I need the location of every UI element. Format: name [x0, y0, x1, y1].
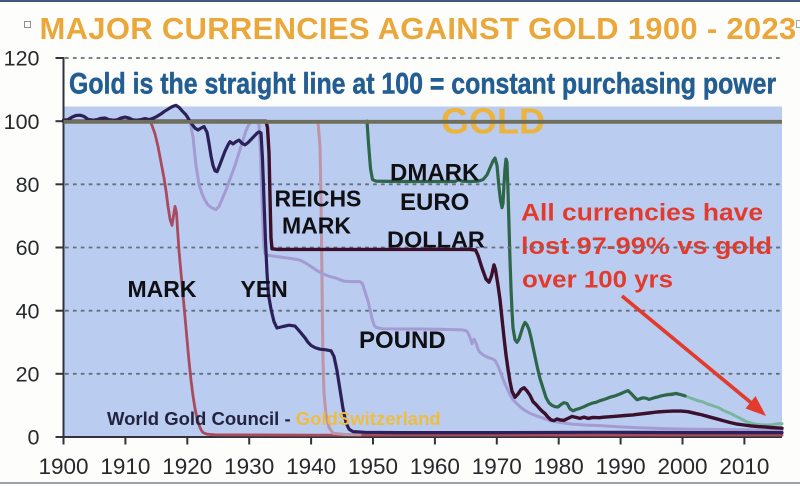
- svg-text:20: 20: [16, 362, 40, 386]
- svg-text:Gold is the straight line at 1: Gold is the straight line at 100 = const…: [69, 66, 776, 100]
- svg-text:1980: 1980: [534, 454, 584, 479]
- svg-text:POUND: POUND: [359, 327, 446, 354]
- svg-text:EURO: EURO: [400, 189, 469, 216]
- svg-text:1970: 1970: [472, 454, 522, 479]
- svg-text:1950: 1950: [348, 454, 398, 479]
- svg-text:1910: 1910: [100, 454, 150, 479]
- svg-text:1930: 1930: [224, 454, 274, 479]
- svg-text:60: 60: [16, 236, 40, 260]
- svg-text:1940: 1940: [286, 454, 336, 479]
- svg-text:MARK: MARK: [282, 213, 351, 239]
- svg-text:DMARK: DMARK: [390, 160, 480, 187]
- svg-text:2000: 2000: [657, 454, 707, 479]
- svg-text:YEN: YEN: [241, 276, 288, 302]
- svg-text:40: 40: [16, 299, 40, 323]
- svg-text:1920: 1920: [162, 454, 212, 479]
- svg-text:DOLLAR: DOLLAR: [387, 227, 485, 253]
- svg-text:1900: 1900: [38, 454, 88, 479]
- svg-text:2010: 2010: [719, 454, 769, 479]
- svg-text:1990: 1990: [596, 454, 646, 479]
- svg-text:MARK: MARK: [128, 276, 197, 302]
- svg-text:REICHS: REICHS: [275, 186, 362, 212]
- svg-text:100: 100: [4, 110, 40, 134]
- svg-text:World Gold Council - GoldSwitz: World Gold Council - GoldSwitzerland: [107, 408, 441, 429]
- svg-text:lost 97-99% vs gold: lost 97-99% vs gold: [521, 233, 772, 260]
- svg-text:120: 120: [4, 47, 40, 71]
- svg-text:80: 80: [16, 173, 40, 197]
- svg-text:1960: 1960: [410, 454, 460, 479]
- svg-text:over 100 yrs: over 100 yrs: [522, 267, 673, 294]
- svg-text:0: 0: [28, 426, 40, 450]
- svg-text:All currencies have: All currencies have: [521, 200, 763, 227]
